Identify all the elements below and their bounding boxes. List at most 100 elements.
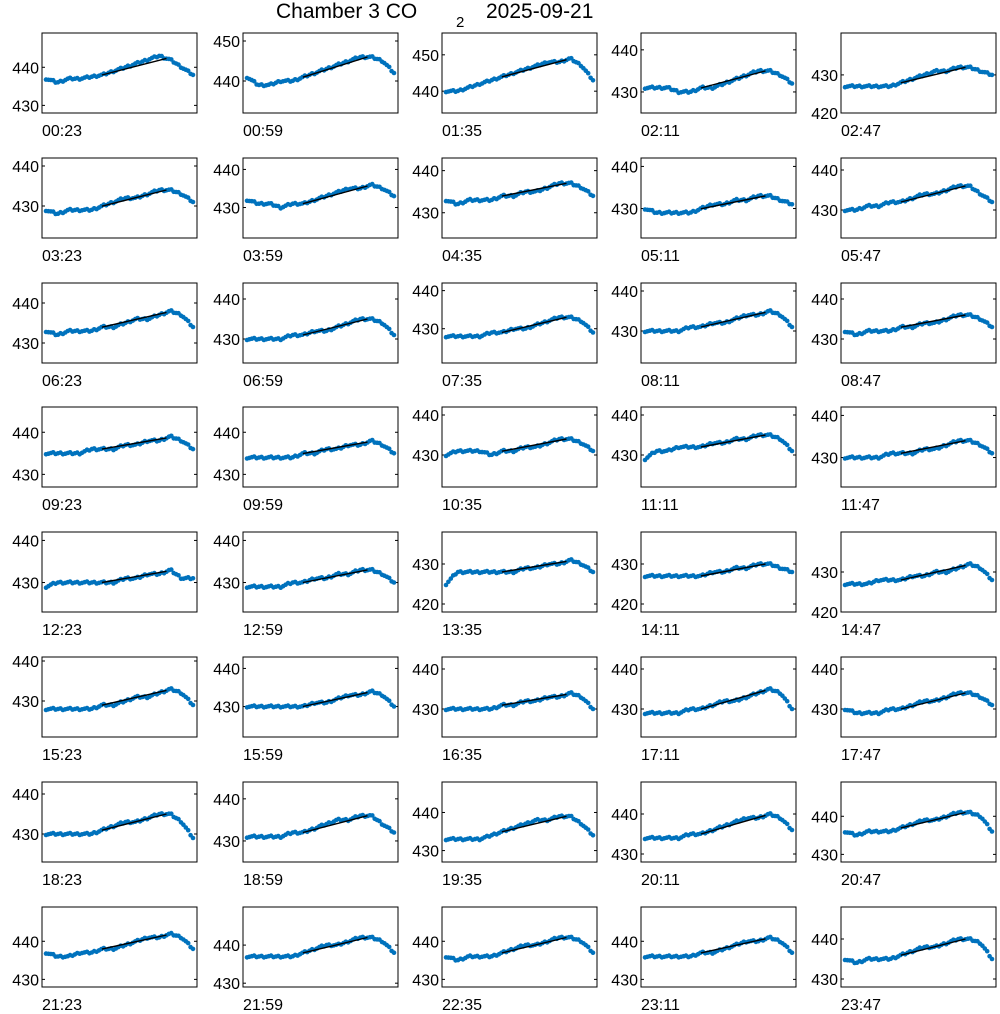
axes-box <box>441 531 598 613</box>
data-point <box>169 811 174 816</box>
data-point <box>989 956 995 962</box>
data-point <box>590 569 596 575</box>
title-date: 2025-09-21 <box>486 0 594 23</box>
data-point <box>590 448 596 454</box>
axes-box <box>840 906 997 988</box>
data-point <box>984 320 990 325</box>
x-label: 19:35 <box>442 872 482 889</box>
data-point <box>190 702 196 708</box>
data-point <box>789 81 795 86</box>
subplot-1823: 430 440 18:23 <box>12 781 198 889</box>
x-label: 21:59 <box>243 997 283 1014</box>
data-point <box>784 318 790 324</box>
subplot-0735: 430 440 07:35 <box>412 282 598 390</box>
x-label: 16:35 <box>442 747 482 764</box>
y-tick-label: 430 <box>412 557 439 574</box>
data-point <box>386 944 392 950</box>
data-point <box>585 324 591 330</box>
data-point <box>590 330 596 335</box>
x-label: 03:59 <box>243 248 283 265</box>
x-label: 07:35 <box>442 373 482 390</box>
subplot-2047: 430 440 20:47 <box>811 781 997 889</box>
subplot-0547: 430 440 05:47 <box>811 157 997 265</box>
subplot-0059: 440 450 00:59 <box>213 32 399 140</box>
axes-box <box>441 656 598 738</box>
data-point <box>569 813 574 819</box>
subplot-1935: 430 440 19:35 <box>412 781 598 889</box>
fit-line <box>501 438 567 452</box>
figure-title: Chamber 3 CO 2 2025-09-21 <box>0 0 1000 36</box>
data-point <box>185 940 191 946</box>
data-point <box>386 64 392 70</box>
y-tick-label: 430 <box>412 844 439 861</box>
axes-box <box>41 32 198 114</box>
subplot-2123: 430 440 21:23 <box>12 906 198 1014</box>
data-point <box>784 76 790 82</box>
x-label: 20:11 <box>641 872 680 889</box>
data-point <box>585 70 591 76</box>
data-point <box>391 704 397 709</box>
data-point <box>391 830 397 835</box>
x-label: 11:11 <box>641 497 679 514</box>
axes-box <box>441 406 598 488</box>
axes-box <box>441 32 598 114</box>
subplot-0135: 440 450 01:35 <box>412 32 598 140</box>
x-label: 11:47 <box>841 497 880 514</box>
axes-box <box>242 656 399 738</box>
fit-line <box>900 66 966 84</box>
data-point <box>789 448 795 454</box>
y-tick-label: 440 <box>611 159 638 176</box>
subplot-1147: 430 440 11:47 <box>811 406 997 514</box>
axes-box <box>41 656 198 738</box>
axes-box <box>242 906 399 988</box>
y-tick-label: 430 <box>213 332 240 349</box>
data-point <box>784 821 790 827</box>
x-label: 12:59 <box>243 622 283 639</box>
axes-box <box>41 781 198 863</box>
y-tick-label: 430 <box>611 85 638 102</box>
axes-box <box>640 531 797 613</box>
y-tick-label: 430 <box>811 702 838 719</box>
axes-box <box>840 781 997 863</box>
y-tick-label: 430 <box>611 448 638 465</box>
data-point <box>391 451 397 456</box>
subplot-0959: 430 440 09:59 <box>213 406 399 514</box>
data-point <box>386 575 392 581</box>
x-label: 00:59 <box>243 123 283 140</box>
x-label: 00:23 <box>42 123 82 140</box>
subplot-1747: 430 440 17:47 <box>811 656 997 764</box>
axes-box <box>640 656 797 738</box>
axes-box <box>640 157 797 239</box>
fit-line <box>302 56 368 78</box>
axes-box <box>441 282 598 364</box>
data-point <box>185 827 191 833</box>
y-tick-label: 430 <box>12 98 39 115</box>
y-tick-label: 440 <box>213 292 240 309</box>
data-point <box>789 202 795 207</box>
x-label: 20:47 <box>841 872 881 889</box>
fit-line <box>501 59 567 78</box>
y-tick-label: 430 <box>213 700 240 717</box>
axes-box <box>242 157 399 239</box>
y-tick-label: 440 <box>12 934 39 951</box>
y-tick-label: 440 <box>611 807 638 824</box>
axes-box <box>41 282 198 364</box>
fit-line <box>900 938 966 956</box>
axes-box <box>840 32 997 114</box>
data-point <box>585 700 591 706</box>
data-point <box>989 72 995 78</box>
data-point <box>576 818 581 824</box>
subplot-1335: 420 430 13:35 <box>412 531 598 639</box>
subplot-2159: 430 440 21:59 <box>213 906 399 1014</box>
y-tick-label: 440 <box>213 425 240 442</box>
y-tick-label: 440 <box>611 934 638 951</box>
fit-line <box>101 57 167 76</box>
fit-line <box>501 693 567 706</box>
fit-line <box>700 563 766 577</box>
subplot-0659: 430 440 06:59 <box>213 282 399 390</box>
axes-box <box>441 906 598 988</box>
data-point <box>391 580 397 585</box>
data-point <box>190 446 196 452</box>
